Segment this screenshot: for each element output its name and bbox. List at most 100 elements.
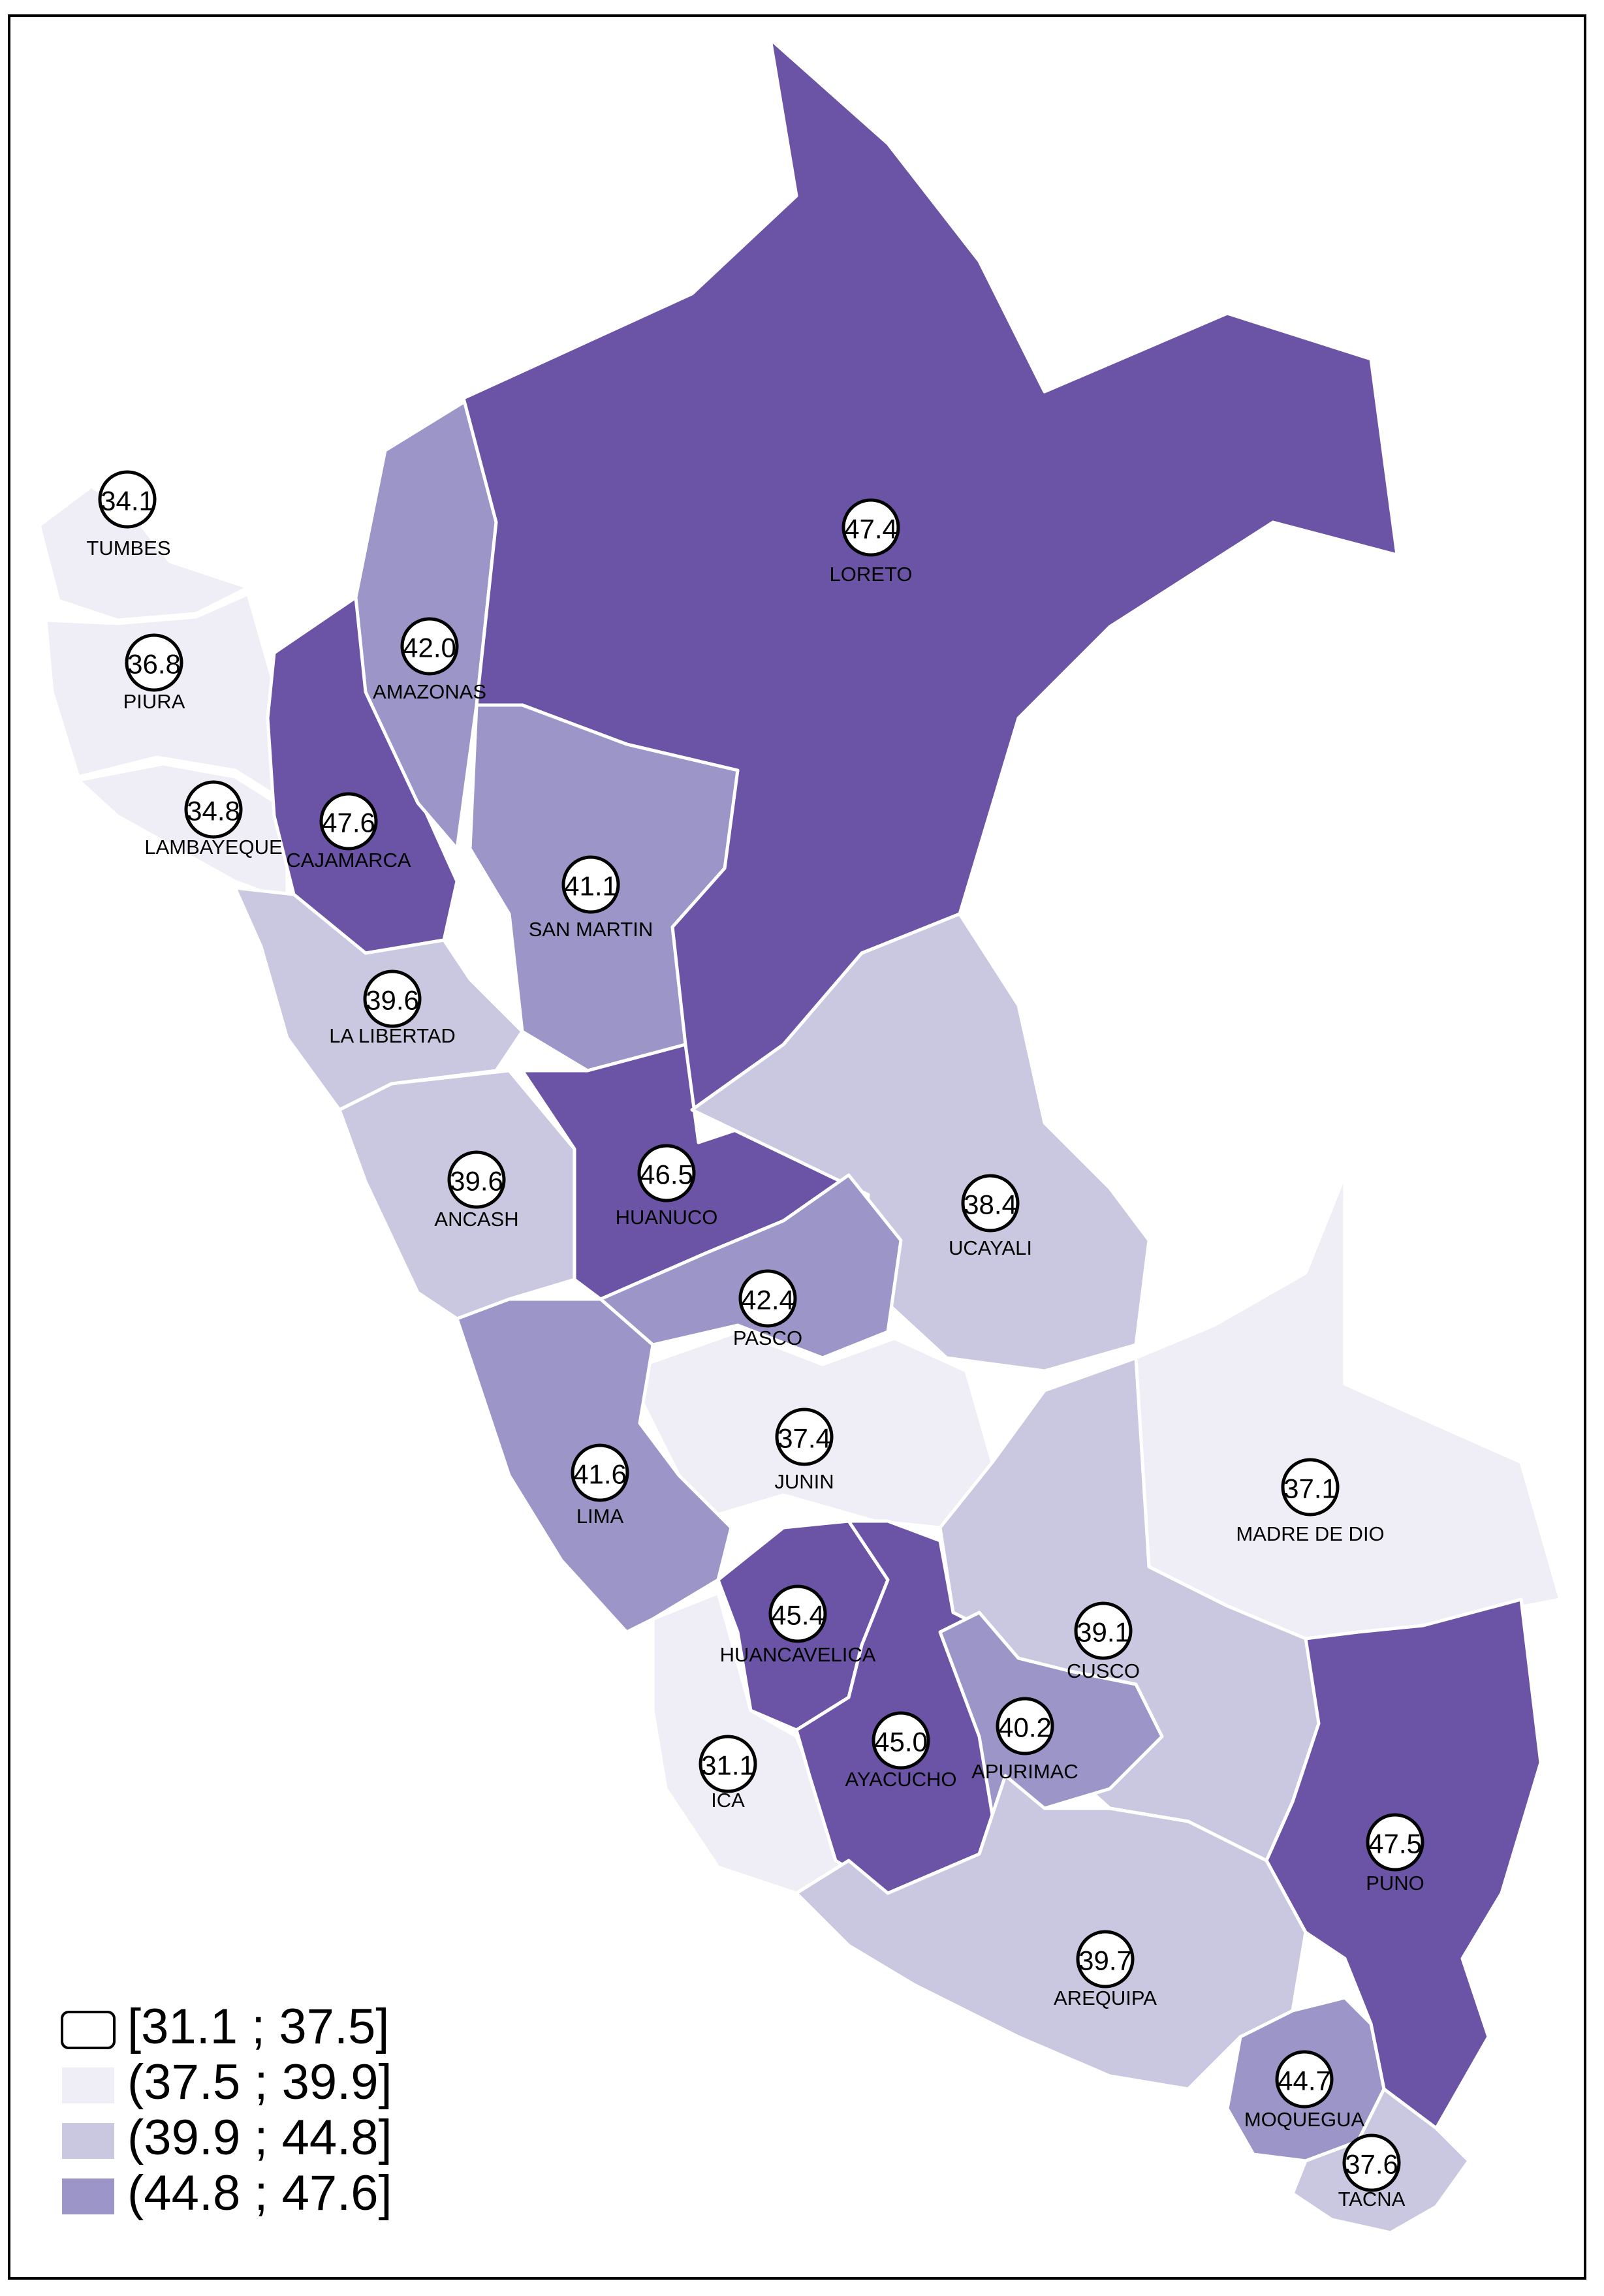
marker-junin: 37.4 JUNIN [774, 1407, 834, 1493]
value-circle-ayacucho [872, 1711, 930, 1770]
value-circle-la-libertad [363, 969, 422, 1028]
value-circle-cusco [1074, 1601, 1133, 1660]
marker-pasco: 42.4 PASCO [733, 1269, 802, 1349]
value-circle-piura [125, 633, 183, 692]
dept-name-cajamarca: CAJAMARCA [286, 849, 411, 872]
value-label-huanuco: 46.5 [640, 1159, 693, 1190]
value-label-lima: 41.6 [573, 1459, 627, 1490]
value-circle-lambayeque [184, 780, 243, 839]
value-label-junin: 37.4 [778, 1423, 831, 1454]
value-circle-amazonas [400, 617, 459, 676]
value-label-san-martin: 41.1 [564, 871, 618, 902]
value-label-piura: 36.8 [127, 649, 181, 680]
value-label-la-libertad: 39.6 [366, 985, 419, 1016]
marker-amazonas: 42.0 AMAZONAS [373, 617, 486, 703]
value-label-huancavelica: 45.4 [771, 1600, 825, 1631]
dept-name-apurimac: APURIMAC [971, 1760, 1078, 1783]
dept-name-madre-de-dio: MADRE DE DIO [1236, 1522, 1384, 1545]
value-circle-lima [571, 1443, 629, 1502]
marker-moquegua: 44.7 MOQUEGUA [1244, 2050, 1365, 2131]
value-circle-loreto [841, 498, 900, 557]
value-label-lambayeque: 34.8 [187, 796, 240, 826]
value-label-cusco: 39.1 [1077, 1617, 1130, 1648]
value-label-puno: 47.5 [1368, 1829, 1422, 1859]
value-label-ucayali: 38.4 [964, 1189, 1017, 1220]
region-madre-de-dio[interactable] [1121, 1173, 1562, 1641]
dept-name-lambayeque: LAMBAYEQUE [144, 836, 282, 858]
dept-name-la-libertad: LA LIBERTAD [329, 1024, 456, 1047]
value-circle-tacna [1342, 2133, 1401, 2192]
dept-name-huancavelica: HUANCAVELICA [720, 1643, 876, 1666]
value-circle-huancavelica [768, 1584, 827, 1643]
legend-swatch-2 [62, 2123, 114, 2159]
department-markers: 34.1 TUMBES 36.8 PIURA 34.8 LAMBAYEQUE 47.6 CAJ… [86, 470, 1424, 2210]
value-label-amazonas: 42.0 [403, 633, 456, 663]
value-circle-arequipa [1076, 1930, 1135, 1989]
dept-name-tumbes: TUMBES [86, 537, 170, 559]
marker-tumbes: 34.1 TUMBES [86, 470, 171, 559]
marker-cusco: 39.1 CUSCO [1067, 1601, 1140, 1682]
legend-label-0: [31.1 ; 37.5] [127, 1999, 389, 2054]
dept-name-arequipa: AREQUIPA [1054, 1987, 1157, 2009]
marker-arequipa: 39.7 AREQUIPA [1054, 1930, 1157, 2009]
dept-name-ayacucho: AYACUCHO [845, 1768, 956, 1791]
marker-cajamarca: 47.6 CAJAMARCA [286, 792, 411, 872]
marker-huanuco: 46.5 HUANUCO [616, 1144, 718, 1229]
dept-name-amazonas: AMAZONAS [373, 680, 486, 703]
dept-name-ancash: ANCASH [434, 1208, 518, 1231]
value-label-loreto: 47.4 [844, 514, 898, 544]
value-label-madre-de-dio: 37.1 [1283, 1473, 1337, 1504]
value-circle-huanuco [637, 1144, 696, 1203]
legend-label-3: (44.8 ; 47.6] [127, 2165, 392, 2221]
marker-loreto: 47.4 LORETO [830, 498, 912, 586]
dept-name-huanuco: HUANUCO [616, 1206, 718, 1229]
marker-lambayeque: 34.8 LAMBAYEQUE [144, 780, 283, 858]
dept-name-ica: ICA [711, 1789, 745, 1812]
value-circle-ancash [447, 1150, 506, 1209]
region-arequipa[interactable] [794, 1774, 1308, 2091]
department-regions [37, 37, 1562, 2235]
value-label-moquegua: 44.7 [1278, 2066, 1331, 2096]
dept-name-junin: JUNIN [774, 1470, 834, 1493]
value-label-cajamarca: 47.6 [322, 808, 375, 838]
marker-ica: 31.1 ICA [699, 1735, 757, 1812]
dept-name-ucayali: UCAYALI [949, 1236, 1032, 1259]
value-circle-junin [775, 1407, 834, 1466]
dept-name-moquegua: MOQUEGUA [1244, 2108, 1365, 2131]
region-pasco[interactable] [599, 1173, 903, 1360]
legend-swatch-0 [61, 2011, 116, 2049]
dept-name-lima: LIMA [576, 1505, 624, 1528]
value-circle-ica [699, 1735, 757, 1793]
dept-name-puno: PUNO [1366, 1872, 1424, 1895]
value-label-ica: 31.1 [701, 1750, 755, 1781]
value-circle-apurimac [996, 1697, 1054, 1755]
marker-la-libertad: 39.6 LA LIBERTAD [329, 969, 456, 1047]
value-circle-puno [1366, 1813, 1424, 1872]
dept-name-cusco: CUSCO [1067, 1659, 1140, 1682]
value-label-ancash: 39.6 [450, 1166, 503, 1197]
value-label-pasco: 42.4 [741, 1285, 794, 1315]
legend-swatch-1 [62, 2068, 114, 2103]
legend-swatch-3 [62, 2178, 114, 2214]
marker-madre-de-dio: 37.1 MADRE DE DIO [1236, 1458, 1385, 1545]
marker-ucayali: 38.4 UCAYALI [949, 1174, 1032, 1259]
region-ancash[interactable] [338, 1069, 576, 1334]
marker-tacna: 37.6 TACNA [1338, 2133, 1406, 2210]
value-circle-ucayali [961, 1174, 1020, 1233]
value-label-ayacucho: 45.0 [874, 1727, 928, 1757]
dept-name-tacna: TACNA [1338, 2188, 1406, 2210]
value-label-tacna: 37.6 [1345, 2149, 1398, 2180]
dept-name-san-martin: SAN MARTIN [529, 918, 653, 941]
dept-name-piura: PIURA [123, 690, 185, 713]
marker-piura: 36.8 PIURA [123, 633, 185, 713]
marker-puno: 47.5 PUNO [1366, 1813, 1424, 1895]
value-circle-cajamarca [319, 792, 378, 851]
value-circle-tumbes [98, 470, 157, 529]
marker-ancash: 39.6 ANCASH [434, 1150, 519, 1231]
value-circle-moquegua [1275, 2050, 1334, 2109]
legend-label-2: (39.9 ; 44.8] [127, 2110, 392, 2165]
marker-apurimac: 40.2 APURIMAC [971, 1697, 1078, 1783]
marker-lima: 41.6 LIMA [571, 1443, 629, 1528]
value-circle-pasco [738, 1269, 797, 1328]
